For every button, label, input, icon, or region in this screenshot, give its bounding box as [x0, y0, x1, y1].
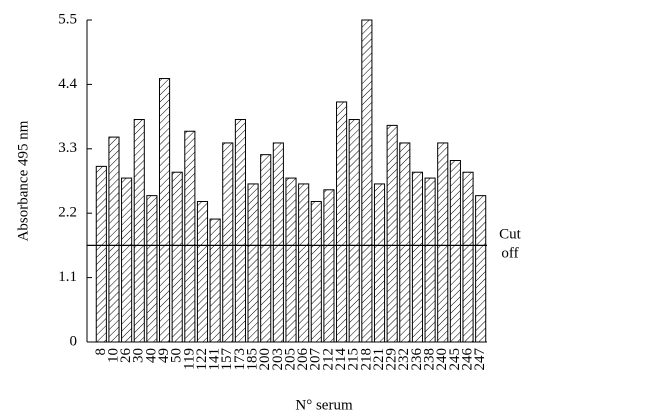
x-tick-label: 215 — [346, 348, 362, 371]
y-tick-label: 5.5 — [58, 11, 77, 27]
bar — [298, 183, 310, 343]
x-tick-label: 214 — [333, 348, 349, 371]
cutoff-label-line: off — [501, 246, 518, 262]
y-tick-label: 0 — [70, 333, 78, 349]
x-tick-label: 236 — [409, 348, 425, 371]
y-tick-label: 4.4 — [58, 76, 77, 92]
x-tick-label: 246 — [459, 348, 475, 371]
bar — [171, 171, 183, 343]
x-tick-label: 40 — [143, 348, 159, 363]
x-tick-label: 50 — [169, 348, 185, 363]
x-tick-label: 10 — [105, 348, 121, 363]
x-tick-label: 203 — [270, 348, 286, 371]
x-tick-label: 206 — [295, 348, 311, 371]
bar — [272, 142, 284, 343]
bar — [121, 177, 133, 343]
x-tick-label: 207 — [308, 348, 324, 371]
x-tick-label: 229 — [384, 348, 400, 371]
bar — [373, 183, 386, 343]
bar — [310, 200, 322, 343]
x-tick-label: 247 — [472, 348, 488, 371]
x-tick-label: 212 — [320, 348, 336, 371]
x-tick-label: 200 — [257, 348, 273, 371]
bar — [323, 189, 335, 343]
bar — [260, 154, 272, 343]
x-tick-label: 205 — [282, 348, 298, 371]
bar — [449, 160, 461, 343]
x-tick-label: 185 — [245, 348, 261, 371]
bar — [336, 101, 348, 343]
x-tick-label: 232 — [396, 348, 412, 371]
bar — [424, 177, 436, 343]
x-tick-label: 240 — [434, 348, 450, 371]
bar — [158, 78, 171, 343]
bar — [247, 183, 259, 343]
x-tick-label: 30 — [131, 348, 147, 363]
bar — [348, 119, 360, 343]
x-tick-label: 238 — [422, 348, 438, 371]
bar — [361, 19, 373, 343]
x-tick-label: 157 — [219, 348, 235, 371]
x-axis-label: N° serum — [295, 397, 353, 413]
bar — [146, 195, 158, 343]
x-tick-label: 245 — [447, 348, 463, 371]
bar — [95, 165, 107, 343]
cutoff-label: Cut off — [499, 227, 522, 262]
bar — [184, 130, 196, 343]
x-tick-label: 221 — [371, 348, 387, 371]
bar — [399, 142, 411, 343]
bar — [196, 200, 209, 343]
bar — [437, 142, 449, 343]
bar — [386, 124, 398, 343]
x-tick-label: 141 — [207, 348, 223, 371]
x-tick-label: 119 — [181, 348, 197, 370]
x-tick-label: 49 — [156, 348, 172, 363]
bar — [108, 136, 120, 343]
x-tick-label: 122 — [194, 348, 210, 371]
x-tick-label: 8 — [93, 348, 109, 356]
bar — [209, 218, 221, 343]
y-tick-label: 2.2 — [58, 205, 77, 221]
y-tick-label: 1.1 — [58, 269, 77, 285]
bar — [411, 171, 424, 343]
x-tick-label: 26 — [118, 348, 134, 364]
cutoff-label-line: Cut — [499, 227, 522, 243]
y-axis-label: Absorbance 495 nm — [15, 120, 31, 241]
bar — [462, 171, 474, 343]
x-tick-label: 173 — [232, 348, 248, 371]
x-tick-label: 218 — [358, 348, 374, 371]
bar — [475, 195, 487, 343]
bar — [285, 177, 297, 343]
y-tick-label: 3.3 — [58, 140, 77, 156]
bar — [222, 142, 234, 343]
bar — [133, 119, 145, 343]
bar — [234, 119, 246, 343]
